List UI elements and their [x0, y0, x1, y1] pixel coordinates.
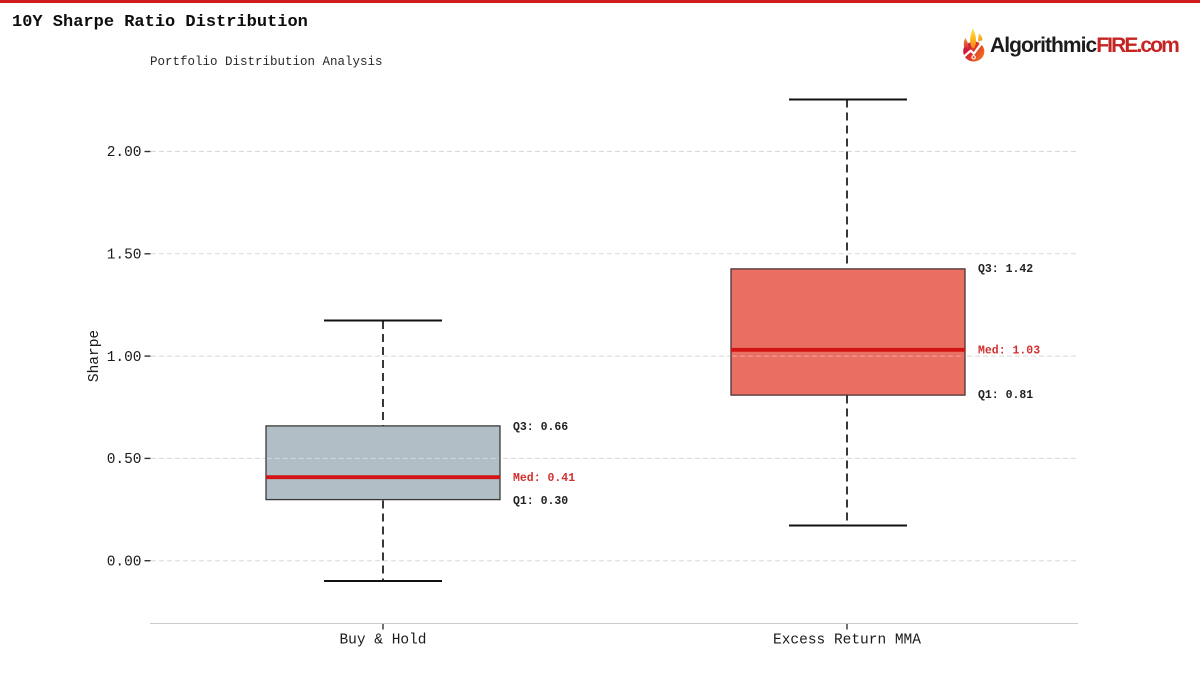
svg-text:Sharpe: Sharpe	[87, 330, 103, 382]
svg-text:Q1: 0.81: Q1: 0.81	[978, 389, 1033, 402]
svg-text:0.50: 0.50	[107, 452, 142, 468]
svg-text:Q3: 1.42: Q3: 1.42	[978, 263, 1033, 276]
svg-text:Med: 0.41: Med: 0.41	[513, 472, 575, 485]
svg-text:Excess Return MMA: Excess Return MMA	[773, 633, 921, 649]
svg-text:1.50: 1.50	[107, 248, 142, 264]
svg-text:Med: 1.03: Med: 1.03	[978, 344, 1040, 357]
svg-text:Q1: 0.30: Q1: 0.30	[513, 495, 568, 508]
svg-text:2.00: 2.00	[107, 145, 142, 161]
svg-text:Buy & Hold: Buy & Hold	[339, 633, 426, 649]
svg-text:0.00: 0.00	[107, 554, 142, 570]
svg-text:1.00: 1.00	[107, 350, 142, 366]
svg-text:Q3: 0.66: Q3: 0.66	[513, 421, 568, 434]
